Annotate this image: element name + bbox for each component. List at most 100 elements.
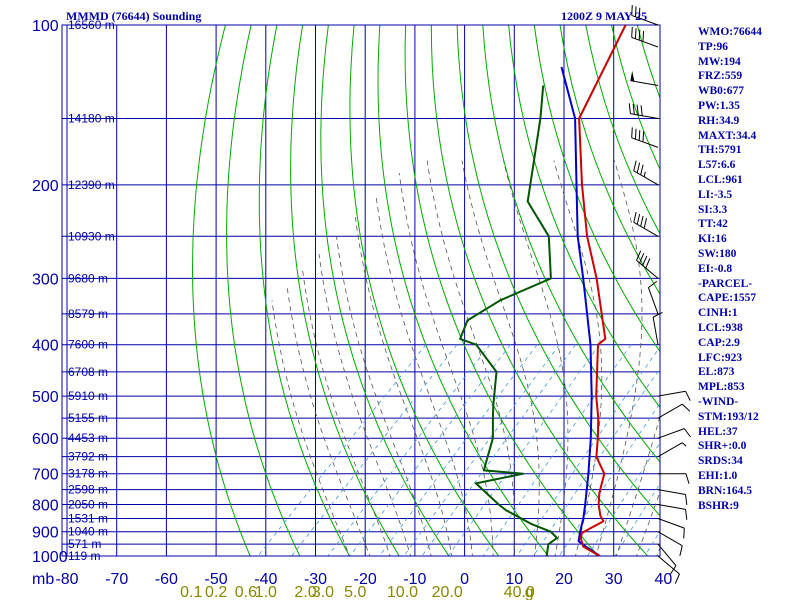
wind-barb — [657, 504, 688, 520]
height-label: 14180 m — [68, 112, 115, 126]
height-label: 5910 m — [68, 389, 108, 403]
pressure-tick-label: 400 — [32, 338, 59, 355]
height-label: 2598 m — [68, 483, 108, 497]
mixing-ratio-label: 5.0 — [344, 584, 366, 600]
index-value: BRN:164.5 — [698, 484, 752, 497]
wind-barb — [633, 160, 659, 186]
wind-barb — [630, 70, 659, 86]
temperature-tick-label: -60 — [155, 571, 178, 588]
index-value: FRZ:559 — [698, 70, 743, 83]
index-value: TH:5791 — [698, 144, 742, 157]
mixing-ratio-line — [327, 344, 491, 556]
wind-barb — [633, 212, 659, 237]
moist-adiabat — [302, 270, 391, 556]
index-value: HEL:37 — [698, 425, 738, 438]
index-panel: WMO:76644 TP:96 MW:194 FRZ:559 WB0:677 PW:1.3… — [698, 25, 798, 513]
moist-adiabat — [636, 491, 660, 556]
parcel-line — [560, 66, 601, 556]
index-value: SW:180 — [698, 247, 737, 260]
moist-adiabat — [553, 160, 603, 556]
dry-adiabat — [430, 25, 649, 556]
mixing-ratio-label: 40.0 — [504, 584, 535, 600]
height-label: 16560 m — [68, 18, 115, 32]
height-label: 2050 m — [68, 498, 108, 512]
index-value: TP:96 — [698, 40, 729, 53]
dry-adiabat — [482, 25, 660, 463]
index-value: MPL:853 — [698, 381, 745, 394]
pressure-tick-label: 200 — [32, 178, 59, 195]
pressure-tick-label: 1000 — [32, 549, 68, 566]
index-value: PW:1.35 — [698, 99, 740, 112]
mixing-ratio-line — [644, 530, 660, 556]
index-value: EHI:1.0 — [698, 469, 738, 482]
index-value: WB0:677 — [698, 85, 744, 98]
wind-barb — [647, 280, 659, 315]
dry-adiabat — [508, 25, 660, 409]
dry-adiabat — [191, 25, 251, 556]
wind-barb — [628, 103, 659, 119]
temperature-tick-label: -30 — [304, 571, 327, 588]
temperature-tick-label: 40 — [655, 571, 673, 588]
wind-barb — [657, 390, 691, 401]
index-value: WMO:76644 — [698, 26, 762, 38]
dewpoint-line — [459, 85, 558, 556]
moist-adiabat — [595, 160, 643, 556]
wind-barb — [657, 403, 691, 419]
mixing-ratio-line — [379, 344, 538, 556]
sounding-series — [459, 25, 627, 556]
temperature-line — [578, 25, 627, 556]
pressure-tick-label: 900 — [32, 525, 59, 542]
dry-adiabat — [320, 25, 450, 556]
wind-barb — [657, 543, 677, 575]
mixing-ratio-line — [421, 344, 577, 556]
temperature-tick-label: -50 — [205, 571, 228, 588]
moist-adiabat — [318, 254, 412, 556]
wind-barb — [636, 250, 659, 279]
index-value: CAPE:1557 — [698, 292, 757, 305]
temperature-tick-label: -80 — [55, 571, 78, 588]
index-value: SHR+:0.0 — [698, 440, 747, 453]
index-value: BSHR:9 — [698, 499, 739, 512]
wind-barb — [657, 555, 680, 584]
height-label: 1040 m — [68, 525, 108, 539]
dry-adiabat — [290, 25, 400, 556]
mixing-ratio-line — [516, 346, 660, 556]
height-label: 7600 m — [68, 338, 108, 352]
wind-barb — [657, 489, 688, 505]
mixing-ratio-label: 1.0 — [255, 584, 277, 600]
pressure-tick-label: 800 — [32, 498, 59, 515]
moist-adiabat — [336, 236, 432, 556]
mixing-ratio-label: g — [525, 584, 534, 600]
height-label: 5155 m — [68, 411, 108, 425]
mixing-ratio-line — [614, 482, 660, 556]
wind-barb — [631, 4, 659, 26]
mixing-ratio-line — [403, 344, 560, 556]
sounding-time: 1200Z 9 MAY 25 — [561, 9, 648, 23]
mixing-ratio-label: 3.0 — [312, 584, 334, 600]
mixing-ratio-line — [291, 344, 458, 556]
dry-adiabat — [377, 25, 549, 556]
pressure-tick-label: 600 — [32, 431, 59, 448]
wind-barb — [631, 127, 659, 148]
index-value: L57:6.6 — [698, 159, 736, 172]
wind-barb — [657, 531, 683, 556]
height-label: 571 m — [68, 537, 101, 551]
moist-adiabat — [615, 414, 660, 556]
station-title: MMMD (76644) Sounding — [66, 9, 202, 23]
moist-adiabat-lines — [271, 160, 660, 556]
wind-barb — [657, 518, 685, 539]
index-value: TT:42 — [698, 218, 728, 231]
mixing-ratio-label: 0.2 — [205, 584, 227, 600]
pressure-tick-label: 700 — [32, 467, 59, 484]
mixing-ratio-label: 20.0 — [432, 584, 463, 600]
temperature-tick-label: -70 — [105, 571, 128, 588]
dry-adiabat — [226, 25, 301, 556]
mixing-ratio-line — [558, 402, 660, 556]
index-value: LCL:961 — [698, 173, 743, 186]
dry-adiabat — [349, 25, 500, 556]
index-value: -PARCEL- — [698, 277, 753, 290]
index-value: SRDS:34 — [698, 455, 743, 468]
dry-adiabat — [404, 25, 599, 556]
moist-adiabat — [355, 217, 453, 556]
